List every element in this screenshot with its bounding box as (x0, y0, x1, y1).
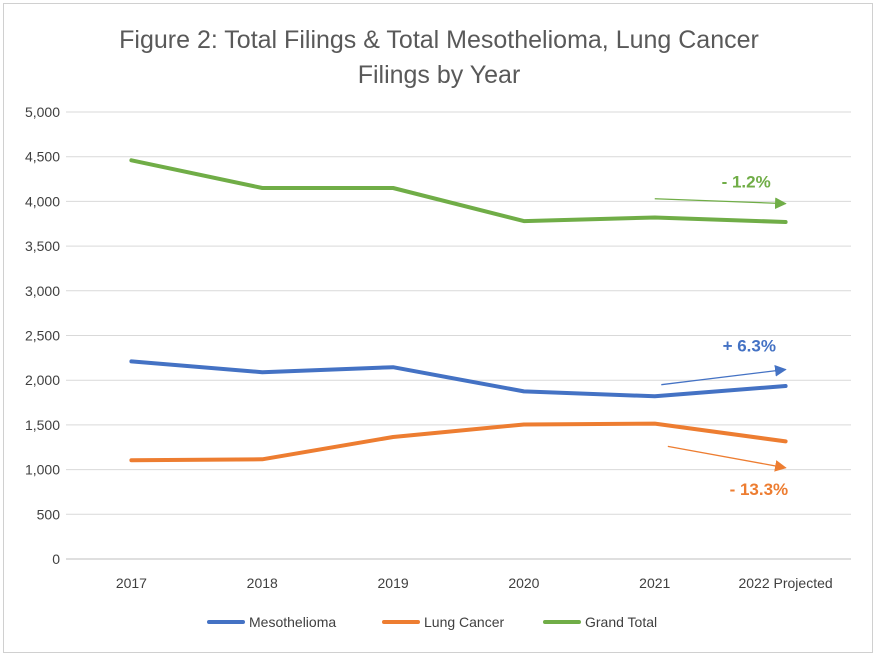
y-tick-label: 3,500 (25, 238, 60, 254)
trend-arrow-lung-cancer (667, 445, 787, 472)
x-tick-label: 2017 (116, 575, 147, 591)
chart-title-line-1: Figure 2: Total Filings & Total Mesothel… (119, 26, 759, 54)
y-tick-label: 1,500 (25, 417, 60, 433)
legend-item-grand-total: Grand Total (543, 614, 657, 630)
line-chart: Figure 2: Total Filings & Total Mesothel… (25, 26, 851, 630)
trend-label-mesothelioma: + 6.3% (723, 336, 776, 355)
legend-item-mesothelioma: Mesothelioma (207, 614, 336, 630)
x-tick-label: 2020 (508, 575, 539, 591)
y-tick-label: 0 (52, 551, 60, 567)
y-tick-label: 2,000 (25, 372, 60, 388)
x-tick-label: 2019 (378, 575, 409, 591)
series-lines (129, 158, 788, 463)
x-tick-label: 2021 (639, 575, 670, 591)
trend-label-grand-total: - 1.2% (722, 173, 771, 192)
series-line-lung-cancer (129, 421, 788, 463)
y-tick-label: 2,500 (25, 328, 60, 344)
trend-label-lung-cancer: - 13.3% (730, 480, 789, 499)
series-line-mesothelioma (129, 359, 788, 399)
x-axis-tick-labels: 2017 2018 2019 2020 2021 2022 Projected (116, 575, 833, 591)
trend-arrow-mesothelioma (661, 364, 787, 386)
y-axis-tick-labels: 0 500 1,000 1,500 2,000 2,500 3,000 3,500 4,000 4… (25, 104, 60, 567)
trend-annotations: - 1.2% + 6.3% - 13.3% (654, 173, 789, 499)
y-tick-label: 3,000 (25, 283, 60, 299)
y-tick-label: 4,000 (25, 193, 60, 209)
chart-title-line-2: Filings by Year (358, 61, 521, 89)
chart-frame: Figure 2: Total Filings & Total Mesothel… (3, 3, 873, 653)
legend-label: Mesothelioma (249, 614, 336, 630)
trend-arrow-grand-total (654, 197, 787, 210)
y-tick-label: 500 (37, 506, 61, 522)
x-tick-label: 2018 (247, 575, 278, 591)
legend: Mesothelioma Lung Cancer Grand Total (207, 614, 657, 630)
x-tick-label: 2022 Projected (738, 575, 832, 591)
series-line-grand-total (129, 158, 788, 224)
legend-label: Lung Cancer (424, 614, 505, 630)
y-tick-label: 4,500 (25, 149, 60, 165)
y-tick-label: 5,000 (25, 104, 60, 120)
legend-label: Grand Total (585, 614, 657, 630)
legend-item-lung-cancer: Lung Cancer (382, 614, 505, 630)
y-tick-label: 1,000 (25, 462, 60, 478)
